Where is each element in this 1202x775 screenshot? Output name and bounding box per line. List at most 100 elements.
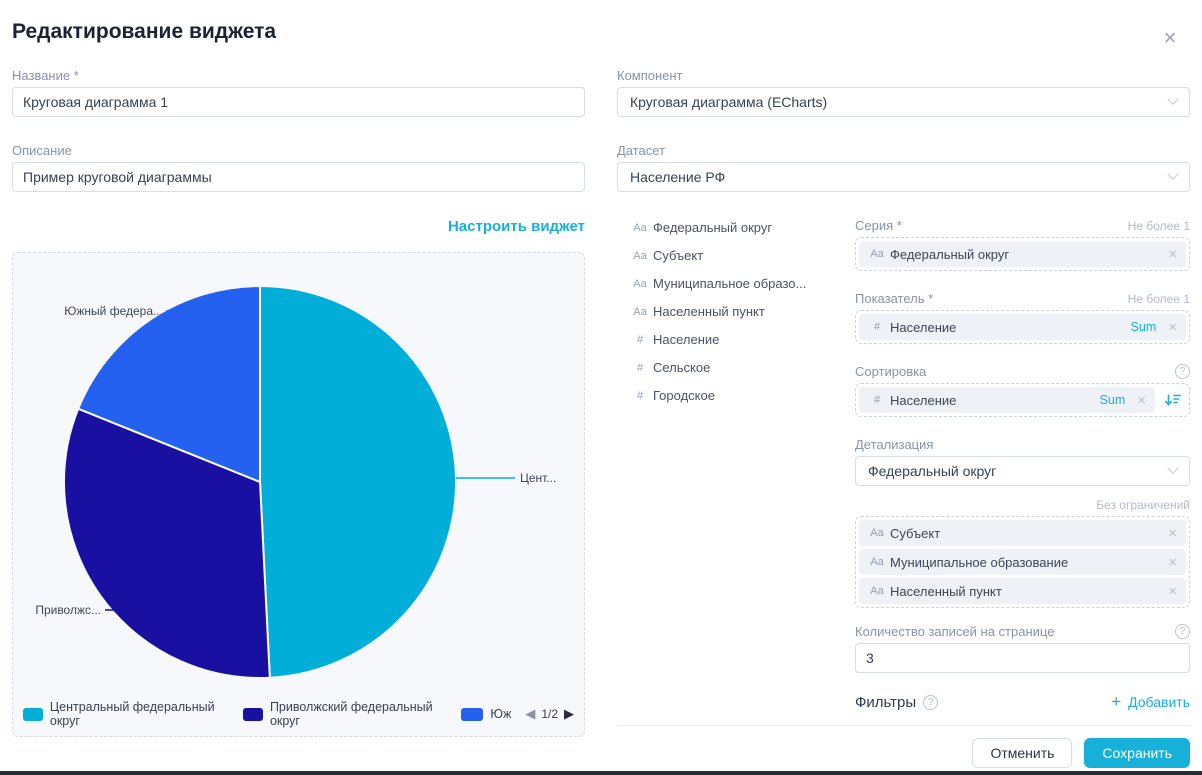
drilldown-limit-hint: Без ограничений [1096,498,1190,512]
series-group: Серия * Не более 1 Аа Федеральный округ [855,218,1190,271]
field-label: Населенный пункт [653,304,765,319]
drilldown-value: Федеральный округ [868,463,997,479]
chevron-down-icon [1167,168,1179,180]
remove-icon[interactable] [1137,393,1146,408]
sort-descending-icon[interactable] [1164,392,1181,408]
field-item[interactable]: Аа Муниципальное образо... [631,276,845,291]
drilldown-dropzone[interactable]: Аа Субъект Аа Муниципальное образование … [855,516,1190,608]
help-icon[interactable] [1175,624,1190,639]
remove-icon[interactable] [1168,247,1177,262]
field-item[interactable]: Аа Федеральный округ [631,220,845,235]
legend-swatch-south [461,707,484,721]
field-label: Субъект [653,248,704,263]
string-type-icon: Аа [633,277,647,290]
drilldown-chip[interactable]: Аа Субъект [859,520,1186,546]
footer-actions: Отменить Сохранить [617,726,1190,768]
legend-item[interactable]: Приволжский федеральный округ [243,700,447,728]
component-label: Компонент [617,68,683,83]
aggregation-selector[interactable]: Sum [1130,320,1157,334]
field-item[interactable]: Аа Субъект [631,248,845,263]
series-limit-hint: Не более 1 [1127,218,1190,233]
field-item[interactable]: # Население [631,332,845,347]
close-button[interactable] [1158,25,1182,50]
component-select[interactable]: Круговая диаграмма (ECharts) [617,87,1190,117]
number-type-icon: # [636,389,644,402]
field-item[interactable]: # Сельское [631,360,845,375]
metric-dropzone[interactable]: # Население Sum [855,310,1190,344]
remove-icon[interactable] [1168,584,1177,599]
series-dropzone[interactable]: Аа Федеральный округ [855,237,1190,271]
string-type-icon: Аа [633,221,647,234]
left-column: Название * Описание Настроить виджет Южн… [12,68,585,737]
pie-callout-south: Южный федера... [64,304,163,318]
dataset-label: Датасет [617,143,666,158]
string-type-icon: Аа [870,527,884,539]
remove-icon[interactable] [1168,526,1177,541]
string-type-icon: Аа [870,585,884,597]
legend-next-page-icon[interactable] [564,706,574,722]
description-input[interactable] [12,162,585,192]
component-value: Круговая диаграмма (ECharts) [630,94,828,110]
aggregation-selector[interactable]: Sum [1099,393,1126,407]
add-filter-button[interactable]: Добавить [1111,694,1190,710]
dataset-group: Датасет Население РФ [617,143,1190,192]
legend-prev-page-icon[interactable] [525,706,535,722]
field-label: Федеральный округ [653,220,773,235]
chevron-down-icon [1167,462,1179,474]
chip-label: Население [890,392,957,408]
right-column: Компонент Круговая диаграмма (ECharts) Д… [617,68,1190,768]
string-type-icon: Аа [870,556,884,568]
metric-label: Показатель * [855,291,934,306]
legend-label: Приволжский федеральный округ [269,700,433,728]
string-type-icon: Аа [633,305,647,318]
sort-dropzone[interactable]: # Население Sum [855,383,1190,417]
field-item[interactable]: # Городское [631,388,845,403]
help-icon[interactable] [1175,364,1190,379]
dataset-field-list: Аа Федеральный округ Аа Субъект Аа Муниципа… [617,218,845,713]
add-filter-label: Добавить [1128,694,1190,710]
chevron-down-icon [1167,93,1179,105]
field-item[interactable]: Аа Населенный пункт [631,304,845,319]
dataset-select[interactable]: Население РФ [617,162,1190,192]
name-input[interactable] [12,87,585,117]
configure-row: Настроить виджет [12,218,585,240]
number-type-icon: # [636,333,644,346]
metric-group: Показатель * Не более 1 # Население Sum [855,291,1190,344]
series-chip[interactable]: Аа Федеральный округ [859,241,1186,267]
help-icon[interactable] [923,694,939,710]
legend-item[interactable]: Юж [461,707,511,721]
chip-label: Федеральный округ [890,246,1010,262]
dataset-value: Население РФ [630,169,726,185]
footer-divider [617,725,1190,726]
remove-icon[interactable] [1168,320,1177,335]
page-size-group: Количество записей на странице [855,624,1190,673]
drilldown-chip[interactable]: Аа Населенный пункт [859,578,1186,604]
string-type-icon: Аа [870,248,884,260]
number-type-icon: # [873,394,881,406]
metric-chip[interactable]: # Население Sum [859,314,1186,340]
legend-page-indicator: 1/2 [541,707,558,721]
legend-swatch-volga [243,707,263,721]
drilldown-chip[interactable]: Аа Муниципальное образование [859,549,1186,575]
cancel-button[interactable]: Отменить [972,738,1073,768]
close-icon [1164,25,1177,50]
legend-label: Юж [490,707,512,721]
pie-slice[interactable] [77,285,261,483]
sort-chip[interactable]: # Население Sum [859,387,1155,413]
page-size-label: Количество записей на странице [855,624,1055,639]
component-group: Компонент Круговая диаграмма (ECharts) [617,68,1190,117]
configure-widget-link[interactable]: Настроить виджет [447,218,585,235]
save-button[interactable]: Сохранить [1084,738,1190,768]
page-size-input[interactable] [855,643,1190,673]
field-label: Городское [653,388,715,403]
remove-icon[interactable] [1168,555,1177,570]
sort-group: Сортировка # Население Sum [855,364,1190,417]
drilldown-label: Детализация [855,437,934,452]
drilldown-select[interactable]: Федеральный округ [855,456,1190,486]
chip-label: Муниципальное образование [890,554,1069,570]
name-group: Название * [12,68,585,117]
legend-item[interactable]: Центральный федеральный округ [23,700,229,728]
field-label: Население [653,332,720,347]
pie-slice[interactable] [259,285,457,679]
callout-leader-volga [105,600,130,611]
